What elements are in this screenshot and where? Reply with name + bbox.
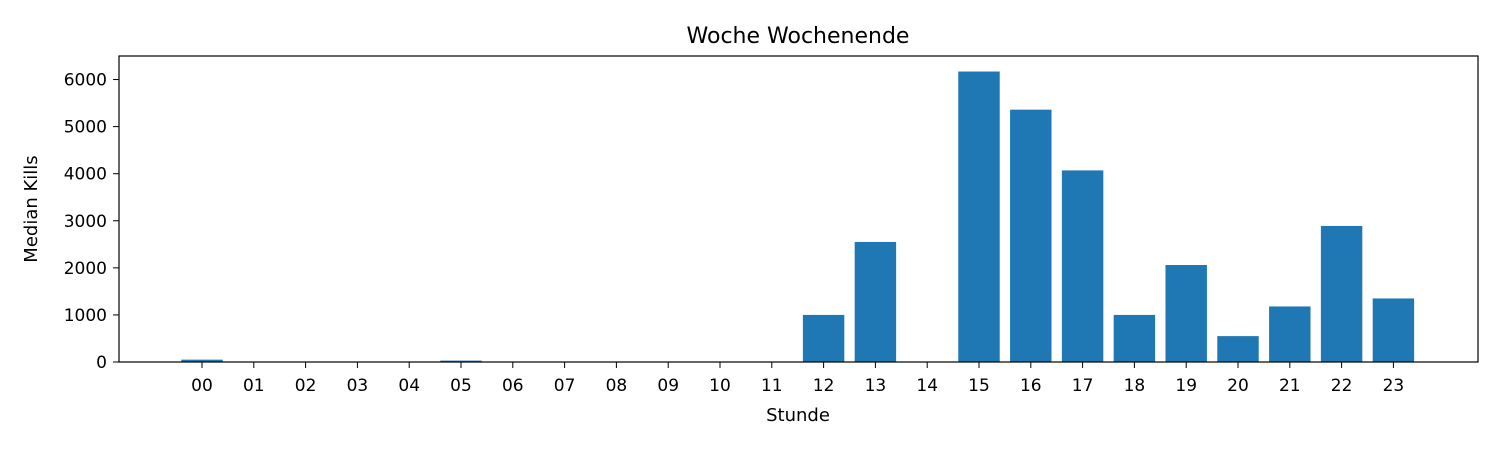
y-tick-label: 3000: [64, 212, 107, 232]
plot-frame: [118, 55, 1479, 363]
x-tick-label: 04: [398, 376, 420, 396]
x-tick-label: 11: [761, 376, 783, 396]
bar-12: [802, 314, 845, 362]
x-tick-label: 17: [1072, 376, 1094, 396]
x-tick-label: 10: [709, 376, 731, 396]
y-tick-label: 2000: [64, 259, 107, 279]
x-tick-label: 13: [865, 376, 887, 396]
bar-13: [854, 241, 897, 362]
x-tick-label: 01: [243, 376, 265, 396]
x-tick-label: 22: [1331, 376, 1353, 396]
bar-21: [1269, 306, 1311, 362]
y-axis-label: Median Kills: [21, 155, 42, 262]
x-tick-label: 09: [657, 376, 679, 396]
y-tick-label: 4000: [64, 165, 107, 185]
x-tick-label: 05: [450, 376, 472, 396]
y-tick-label: 5000: [64, 118, 107, 138]
bar-19: [1165, 265, 1207, 362]
x-tick-label: 21: [1279, 376, 1301, 396]
bar-18: [1113, 314, 1156, 362]
bars-group: [181, 71, 1415, 362]
x-tick-label: 00: [191, 376, 213, 396]
x-tick-label: 14: [916, 376, 938, 396]
bar-23: [1372, 298, 1415, 362]
bar-17: [1061, 170, 1104, 362]
bar-20: [1217, 336, 1259, 362]
bar-15: [958, 71, 1000, 362]
x-tick-label: 23: [1383, 376, 1405, 396]
bar-22: [1320, 225, 1363, 362]
x-tick-label: 02: [295, 376, 317, 396]
bar-16: [1010, 109, 1052, 362]
x-axis-label: Stunde: [766, 405, 830, 426]
x-tick-label: 19: [1175, 376, 1197, 396]
y-tick-label: 6000: [64, 71, 107, 91]
x-tick-label: 08: [606, 376, 628, 396]
x-tick-label: 07: [554, 376, 576, 396]
x-tick-label: 16: [1020, 376, 1042, 396]
bar-00: [181, 359, 223, 362]
x-tick-label: 15: [968, 376, 990, 396]
x-tick-label: 06: [502, 376, 524, 396]
x-tick-label: 03: [347, 376, 369, 396]
chart-title: Woche Wochenende: [687, 24, 910, 49]
x-axis-ticks: 00 01 02 03 04 05 06 07 08 09 10 11 12 13 14 15 16 17 18 19…: [191, 362, 1404, 396]
x-tick-label: 12: [813, 376, 835, 396]
y-tick-label: 0: [96, 353, 107, 373]
x-tick-label: 18: [1124, 376, 1146, 396]
x-tick-label: 20: [1227, 376, 1249, 396]
y-tick-label: 1000: [64, 306, 107, 326]
y-axis-ticks: 0 1000 2000 3000 4000 5000 6000: [64, 71, 119, 373]
bar-05: [440, 360, 482, 362]
